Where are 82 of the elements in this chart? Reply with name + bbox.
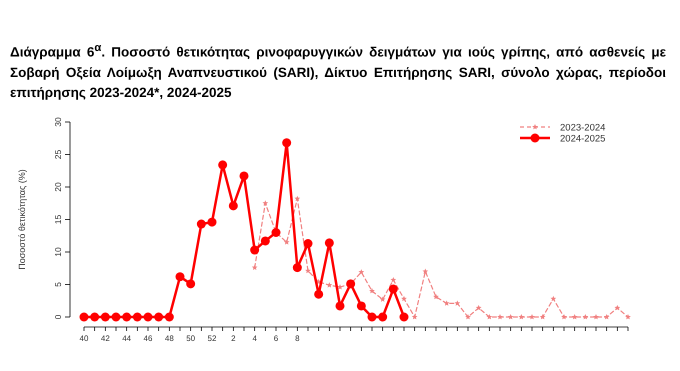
point [218,160,228,170]
point [625,314,631,320]
y-tick-label: 15 [53,214,63,224]
point [122,312,132,322]
point [368,312,376,322]
point [582,314,588,320]
point [252,264,258,270]
point [604,314,610,320]
point [132,312,142,322]
y-tick-label: 30 [53,117,63,127]
point [80,312,88,322]
point [305,268,311,274]
point [412,314,418,320]
y-tick-label: 5 [53,282,63,287]
point [90,312,100,322]
y-tick-label: 0 [53,314,63,320]
x-tick-label: 46 [144,334,153,343]
point [518,314,524,320]
point [380,296,386,302]
point [304,239,312,248]
point [324,238,334,248]
point [100,312,110,322]
point [497,314,503,320]
point [228,201,238,210]
chart-title: Διάγραμμα 6$^{α}$. Ποσοστό θετικότητας ρινοφαρυγγικών δειγμάτων για ιούς γρίπης, από ασθενείς με Σοβαρή Οξεία Λοίμωξη Αναπνευστικού (SARI), Δίκτυο Επιτήρησης SARI, σύνολο χώρας, περίοδοι επιτήρησης 2023-2024*, 2024-2025 [10,41,666,102]
point [112,312,120,322]
point [314,290,324,299]
point [292,263,302,272]
x-tick-label: 6 [274,334,279,343]
y-axis-title: Ποσοστό θετικότητας (%) [17,169,27,270]
point [260,236,270,246]
point [400,312,408,322]
point [572,314,578,320]
point [388,284,398,294]
point [356,301,366,310]
point [358,269,364,275]
point [164,312,174,322]
x-tick-label: 44 [122,334,132,343]
point [390,276,396,282]
point [284,239,290,245]
point [176,272,184,282]
point [614,304,620,310]
point [208,218,216,227]
x-tick-label: 8 [295,334,300,343]
x-tick-label: 42 [100,334,110,343]
point [262,200,268,206]
point [454,300,460,306]
point [240,171,248,180]
point [196,220,206,229]
point [433,294,439,300]
point [422,268,428,274]
point [476,304,482,310]
point [250,246,260,255]
point [369,288,375,294]
point [186,279,196,288]
x-tick-label: 52 [208,334,217,343]
x-tick-label: 50 [186,334,196,343]
point [378,312,388,322]
point [465,314,471,320]
point [401,296,407,302]
point [529,314,535,320]
point [154,312,164,322]
point [508,314,514,320]
y-tick-label: 25 [53,150,63,160]
point [486,314,492,320]
x-tick-label: 40 [80,334,89,343]
point [282,138,292,148]
point [550,296,556,302]
x-tick-label: 4 [252,334,258,343]
legend-label: 2023-2024 [560,122,606,134]
point [561,314,567,320]
y-tick-label: 20 [53,182,63,192]
point [444,300,450,306]
legend-label: 2024-2025 [560,134,606,144]
y-tick-label: 10 [53,247,63,257]
x-tick-label: 2 [231,334,236,343]
point [336,301,344,310]
point [294,196,300,202]
point [593,314,599,320]
point [540,314,546,320]
point [144,312,152,322]
x-tick-label: 48 [164,334,174,343]
